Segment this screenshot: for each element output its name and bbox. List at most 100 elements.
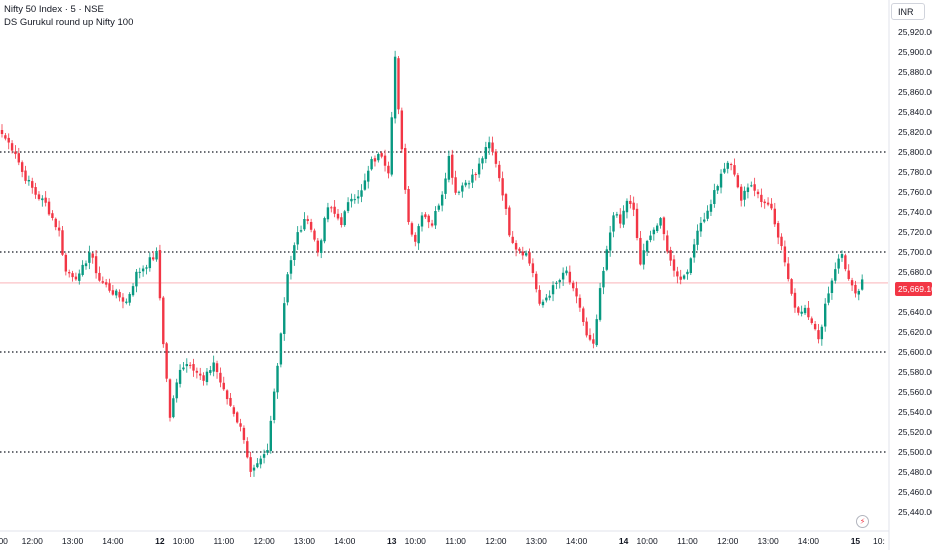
candle-body [41, 198, 44, 201]
candle-body [326, 207, 330, 220]
candle-body [192, 364, 195, 371]
candles [0, 50, 864, 478]
candle-body [568, 271, 572, 283]
price-tick-label: 25,880.00 [898, 67, 932, 77]
candle-body [323, 218, 326, 242]
candle-body [857, 290, 860, 295]
candle-body [729, 164, 733, 166]
candle-body [182, 367, 185, 370]
price-tick-label: 25,600.00 [898, 347, 932, 357]
price-tick-label: 25,620.00 [898, 327, 932, 337]
price-tick-label: 25,540.00 [898, 407, 932, 417]
time-tick-label: 13:00 [62, 536, 84, 546]
candle-body [212, 362, 215, 372]
candle-body [692, 244, 696, 258]
candle-body [652, 229, 656, 235]
candle-body [454, 177, 457, 193]
candle-body [367, 170, 370, 182]
indicator-label[interactable]: DS Gurukul round up Nifty 100 [4, 17, 134, 28]
candle-body [656, 225, 659, 232]
candle-body [269, 420, 272, 451]
candle-body [172, 398, 175, 418]
candle-body [299, 230, 303, 232]
price-tick-label: 25,640.00 [898, 307, 932, 317]
candle-body [138, 271, 141, 273]
candle-body [545, 297, 548, 301]
candle-body [457, 191, 461, 193]
candle-body [249, 457, 252, 472]
candle-body [346, 202, 350, 211]
time-tick-label: 14:00 [102, 536, 124, 546]
candle-body [279, 333, 283, 365]
candle-body [84, 263, 88, 267]
price-tick-label: 25,740.00 [898, 207, 932, 217]
candle-body [578, 297, 582, 308]
candle-body [686, 271, 689, 275]
price-tick-label: 25,500.00 [898, 447, 932, 457]
candle-body [37, 194, 41, 200]
candle-body [706, 210, 709, 219]
candle-body [860, 279, 864, 290]
candle-body [313, 230, 316, 240]
horizontal-levels [0, 151, 888, 453]
candle-body [699, 222, 703, 232]
time-axis[interactable]: :00 12:00 13:00 14:00 12 10:00 11:00 12:00 13:00… [0, 536, 885, 546]
time-tick-label: 10: [873, 536, 885, 546]
candle-body [467, 183, 471, 185]
candle-body [605, 249, 608, 270]
price-tick-label: 25,580.00 [898, 367, 932, 377]
time-tick-label: 11:00 [213, 536, 234, 546]
candle-body [370, 159, 373, 170]
candle-body [817, 330, 820, 340]
time-tick-label: 15 [851, 536, 861, 546]
candle-body [477, 163, 481, 175]
price-axis[interactable]: 25,920.00 25,900.00 25,880.00 25,860.00 25,8… [898, 27, 932, 517]
symbol-title[interactable]: Nifty 50 Index · 5 · NSE [4, 4, 104, 15]
candle-body [57, 227, 61, 231]
price-tick-label: 25,900.00 [898, 47, 932, 57]
candle-body [118, 291, 121, 298]
candle-body [225, 390, 229, 400]
candle-body [696, 230, 699, 245]
time-tick-label: 10:00 [173, 536, 195, 546]
candle-body [222, 382, 225, 390]
candle-body [316, 240, 320, 253]
candle-body [152, 257, 155, 260]
candle-body [662, 217, 666, 235]
candle-body [202, 375, 205, 381]
candle-body [219, 372, 222, 383]
candle-body [340, 217, 343, 225]
price-tick-label: 25,760.00 [898, 187, 932, 197]
candle-body [424, 214, 427, 218]
candle-body [390, 117, 393, 175]
candle-body [363, 180, 367, 190]
candle-body [155, 250, 158, 260]
candle-body [377, 154, 380, 161]
candle-body [168, 379, 172, 418]
candle-body [514, 243, 518, 250]
candle-body [283, 303, 286, 334]
candle-body [518, 248, 521, 251]
candle-body [397, 58, 400, 110]
candle-body [430, 223, 434, 226]
candle-body [719, 173, 723, 188]
price-tick-label: 25,560.00 [898, 387, 932, 397]
candle-body [844, 255, 847, 270]
time-tick-label: 14 [619, 536, 629, 546]
candle-body [417, 226, 420, 244]
candle-body [625, 200, 629, 213]
candle-body [471, 174, 474, 183]
currency-button[interactable]: INR [891, 3, 925, 20]
candle-body [760, 194, 763, 202]
candle-body [353, 199, 356, 201]
candle-body [575, 288, 578, 297]
candle-body [27, 179, 31, 182]
lightning-icon[interactable]: ⚡ [856, 515, 869, 528]
price-tick-label: 25,700.00 [898, 247, 932, 257]
candle-body [810, 318, 813, 323]
candle-body [551, 285, 555, 295]
candle-body [404, 148, 407, 190]
candle-body [427, 215, 430, 223]
price-tick-label: 25,920.00 [898, 27, 932, 37]
